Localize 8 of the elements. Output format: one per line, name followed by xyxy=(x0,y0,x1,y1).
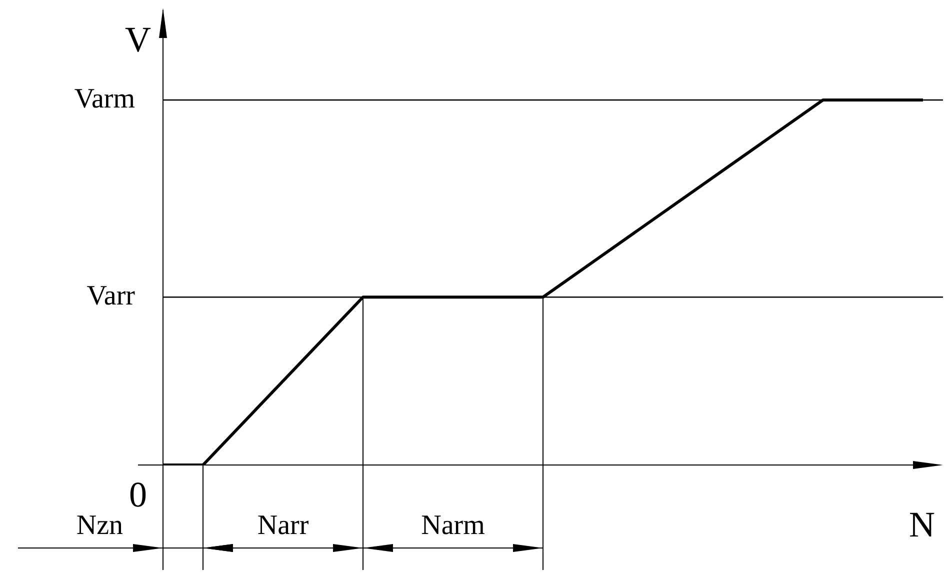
x-axis-title: N xyxy=(909,504,935,544)
ref-line-label: Varm xyxy=(74,83,136,114)
text: Narm xyxy=(421,510,486,541)
text: Narr xyxy=(257,510,310,541)
y-axis-title: V xyxy=(125,19,151,60)
text: 0 xyxy=(129,474,147,514)
text: Nzn xyxy=(76,510,123,541)
ref-line-label: Varr xyxy=(86,280,136,312)
